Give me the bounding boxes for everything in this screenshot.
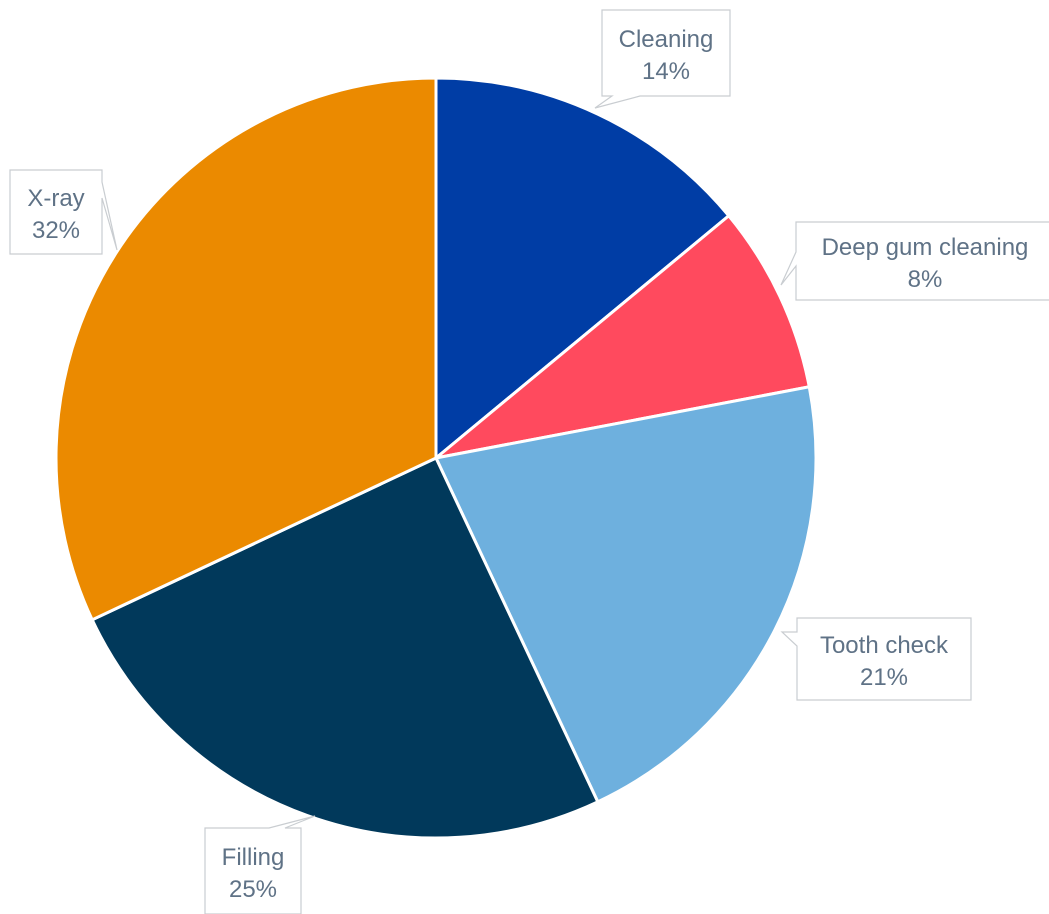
slice-category-label: Tooth check [820,632,949,659]
data-label-x-ray: X-ray 32% [9,169,118,255]
callout-box [780,617,972,701]
slice-category-label: Deep gum cleaning [822,234,1029,261]
pie-slice-filling [90,456,600,840]
slice-category-label: Cleaning [619,26,714,53]
slice-category-label: Filling [222,844,285,871]
data-label-cleaning: Cleaning 14% [594,9,731,109]
callout-box [780,221,1049,301]
slices-layer [54,76,818,840]
data-label-filling: Filling 25% [204,815,316,914]
callout-box [594,9,731,109]
data-label-deep-gum-cleaning: Deep gum cleaning 8% [780,221,1049,301]
pie-slice-x-ray [54,76,438,622]
data-label-tooth-check: Tooth check 21% [780,617,972,701]
slice-percent-label: 25% [229,876,277,903]
pie-slice-cleaning [434,76,731,462]
labels-layer: Cleaning 14% Deep gum cleaning 8% Tooth chec… [9,9,1049,914]
slice-percent-label: 8% [908,266,943,293]
pie-slice-deep-gum-cleaning [435,213,812,460]
slice-category-label: X-ray [27,185,84,212]
callout-box [204,815,316,914]
slice-percent-label: 32% [32,217,80,244]
pie-slice-tooth-check [433,385,818,804]
slice-percent-label: 14% [642,58,690,85]
slice-percent-label: 21% [860,664,908,691]
callout-box [9,169,118,255]
